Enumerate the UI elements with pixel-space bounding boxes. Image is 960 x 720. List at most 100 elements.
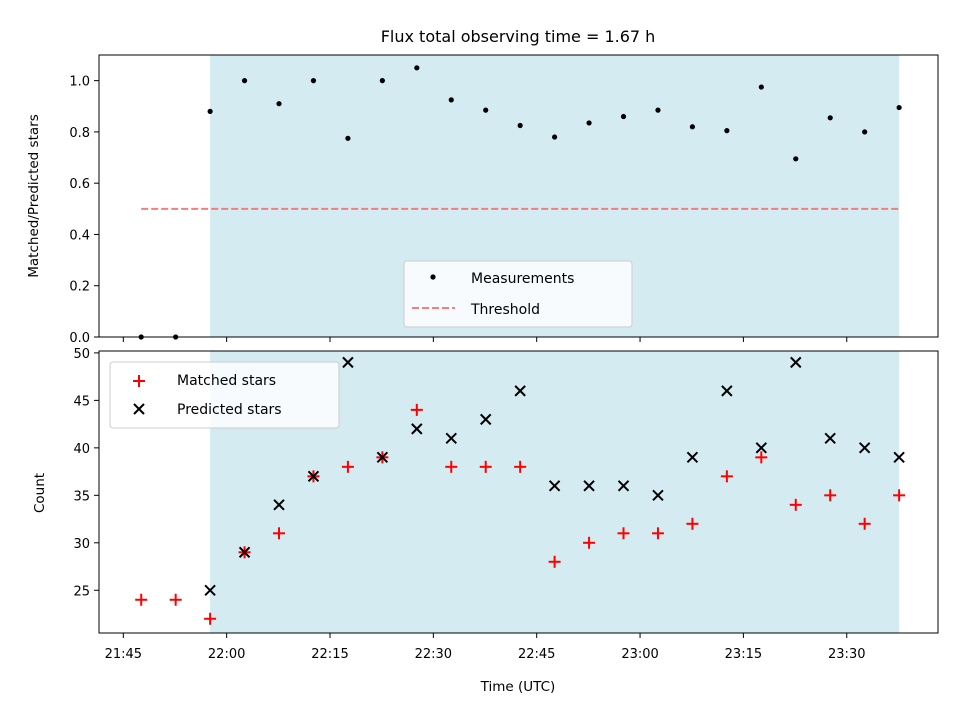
matched-stars-point xyxy=(755,451,768,464)
legend-measurements-marker xyxy=(430,274,436,280)
predicted-stars-point xyxy=(858,442,871,454)
ratio-legend: Measurements Threshold xyxy=(403,260,633,328)
legend-measurements-label: Measurements xyxy=(471,271,574,287)
matched-stars-point xyxy=(514,460,527,473)
matched-stars-point xyxy=(341,460,354,473)
y-tick-label: 0.2 xyxy=(69,280,90,295)
measurement-point xyxy=(862,129,868,135)
measurement-point xyxy=(517,122,523,129)
matched-stars-point xyxy=(135,593,148,606)
predicted-stars-point xyxy=(721,385,733,397)
predicted-stars-point xyxy=(583,480,595,492)
matched-stars-point xyxy=(617,527,630,540)
y-tick-label: 35 xyxy=(73,489,90,504)
matched-stars-point xyxy=(858,517,871,530)
measurement-point xyxy=(345,135,351,141)
measurement-point xyxy=(793,156,799,162)
measurement-point xyxy=(655,107,661,113)
y-tick-label: 30 xyxy=(73,537,90,552)
x-tick-label: 23:30 xyxy=(828,647,865,662)
legend-matched-label: Matched stars xyxy=(177,373,276,389)
legend-predicted-marker xyxy=(133,403,145,415)
predicted-stars-point xyxy=(307,470,320,483)
matched-stars-point xyxy=(169,593,182,606)
measurement-point xyxy=(586,120,592,126)
matched-stars-point xyxy=(583,536,596,549)
measurement-point xyxy=(276,101,282,107)
measurement-point xyxy=(552,134,558,140)
legend-matched-marker xyxy=(133,375,145,387)
y-tick-label: 1.0 xyxy=(69,75,90,90)
y-tick-label: 0.4 xyxy=(69,228,90,243)
x-tick-label: 22:00 xyxy=(208,647,245,662)
predicted-stars-point xyxy=(652,489,664,502)
measurement-point xyxy=(207,108,213,114)
y-tick-label: 0.8 xyxy=(69,126,90,141)
measurement-point xyxy=(483,107,489,113)
predicted-stars-point xyxy=(790,356,802,369)
matched-stars-point xyxy=(273,527,286,540)
ratio-panel: 0.0 0.2 0.4 0.6 0.8 1.0 Matched/Predicted sta… xyxy=(26,54,939,346)
predicted-stars-point xyxy=(548,480,561,492)
predicted-stars-point xyxy=(617,480,630,492)
x-tick-label: 21:45 xyxy=(105,647,142,662)
x-tick-label: 22:30 xyxy=(415,647,452,662)
measurement-point xyxy=(896,104,902,111)
y-tick-label: 0.0 xyxy=(69,331,90,346)
predicted-stars-point xyxy=(411,423,423,435)
matched-stars-point xyxy=(651,527,664,540)
predicted-stars-point xyxy=(755,442,768,454)
predicted-stars-point xyxy=(376,451,389,464)
matched-stars-point xyxy=(548,555,561,568)
matched-stars-point xyxy=(686,517,699,530)
measurement-point xyxy=(310,78,317,84)
measurement-point xyxy=(724,128,730,134)
predicted-stars-point xyxy=(514,385,526,397)
y-tick-label: 0.6 xyxy=(69,177,90,192)
measurement-point xyxy=(758,84,764,90)
legend-threshold-label: Threshold xyxy=(470,302,540,318)
count-legend-box xyxy=(109,361,340,429)
predicted-stars-point xyxy=(686,451,699,464)
count-plot-frame xyxy=(98,350,939,634)
y-tick-label: 45 xyxy=(73,394,90,409)
matched-stars-point xyxy=(893,489,906,502)
matched-stars-point xyxy=(479,460,492,473)
predicted-stars-point xyxy=(342,356,354,369)
matched-stars-point xyxy=(720,470,733,483)
count-legend: Matched stars Predicted stars xyxy=(109,361,340,429)
predicted-stars-point xyxy=(824,432,836,445)
predicted-stars-point xyxy=(273,499,285,511)
matched-stars-point xyxy=(204,612,217,625)
measurement-point xyxy=(379,78,385,84)
measurement-point xyxy=(241,78,248,84)
x-tick-label: 23:15 xyxy=(725,647,762,662)
count-panel: 25 30 35 40 45 50 21:45 22:00 22:15 22:30 22:45 23… xyxy=(32,347,939,695)
matched-stars-point xyxy=(824,489,837,502)
y-tick-label: 25 xyxy=(73,584,90,599)
predicted-stars-point xyxy=(445,432,457,445)
matched-stars-point xyxy=(789,498,802,511)
ratio-y-axis-label: Matched/Predicted stars xyxy=(26,114,42,277)
predicted-stars-point xyxy=(238,546,251,559)
measurement-point xyxy=(448,97,454,103)
measurement-point xyxy=(414,65,420,71)
count-y-axis-label: Count xyxy=(32,473,48,513)
matched-stars-point xyxy=(445,460,458,473)
matched-stars-point xyxy=(410,403,423,416)
y-tick-label: 40 xyxy=(73,442,90,457)
measurement-point xyxy=(827,115,833,121)
x-axis-label: Time (UTC) xyxy=(480,679,556,695)
x-tick-label: 23:00 xyxy=(621,647,658,662)
x-tick-label: 22:15 xyxy=(311,647,348,662)
ratio-plot-frame xyxy=(98,54,939,338)
measurement-point xyxy=(620,113,627,120)
measurement-point xyxy=(689,124,696,130)
predicted-stars-point xyxy=(893,451,905,464)
predicted-stars-point xyxy=(204,584,216,596)
x-tick-label: 22:45 xyxy=(518,647,555,662)
ratio-legend-box xyxy=(403,260,633,328)
y-tick-label: 50 xyxy=(73,347,90,362)
legend-predicted-label: Predicted stars xyxy=(177,402,282,418)
